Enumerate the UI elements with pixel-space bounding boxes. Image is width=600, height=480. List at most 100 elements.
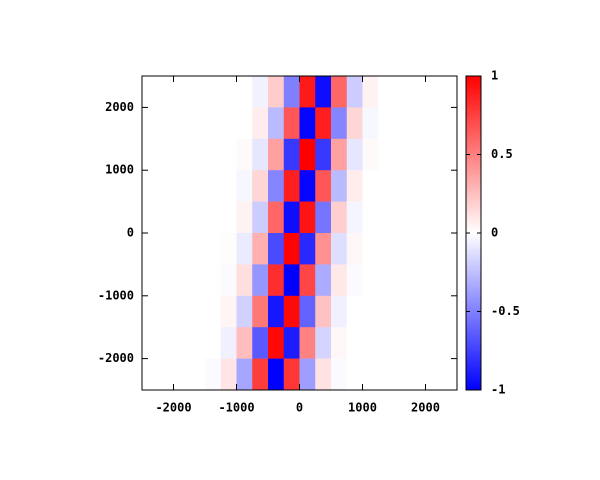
heat-cell (142, 327, 159, 359)
heat-cell (378, 358, 395, 390)
colorbar-tick-label: 1 (491, 69, 498, 83)
heat-cell (378, 170, 395, 202)
heat-cell (173, 327, 190, 359)
heat-cell (268, 201, 285, 234)
heat-cell (425, 358, 442, 390)
heat-cell (157, 76, 174, 108)
heat-cell (220, 76, 237, 108)
heat-cell (299, 264, 316, 297)
heat-cell (299, 327, 316, 359)
heat-cell (346, 107, 363, 140)
heat-cell (236, 358, 253, 390)
heat-cell (362, 201, 379, 234)
heat-cell (315, 264, 332, 297)
y-tick-label: 2000 (105, 100, 134, 114)
heat-cell (378, 264, 395, 297)
heat-cell (205, 295, 222, 328)
heat-cell (315, 233, 332, 265)
heat-cell (173, 295, 190, 328)
heat-cell (315, 76, 332, 108)
heat-cell (173, 358, 190, 390)
heat-cell (362, 138, 379, 171)
heat-cell (409, 264, 426, 297)
heat-cell (299, 76, 316, 108)
heat-cell (157, 327, 174, 359)
x-tick-label: 2000 (411, 401, 440, 415)
heat-cell (346, 327, 363, 359)
heat-cell (346, 76, 363, 108)
heat-cell (173, 76, 190, 108)
heat-cell (394, 107, 411, 140)
heat-cell (394, 233, 411, 265)
heat-cell (331, 327, 348, 359)
heat-cell (205, 201, 222, 234)
heat-cell (394, 358, 411, 390)
heat-cell (441, 327, 457, 359)
heat-cell (220, 327, 237, 359)
heat-cell (394, 295, 411, 328)
heat-cell (173, 138, 190, 171)
heat-cell (378, 138, 395, 171)
heatmap (142, 76, 457, 390)
heat-cell (189, 327, 206, 359)
heat-cell (236, 264, 253, 297)
heat-cell (299, 138, 316, 171)
heat-cell (220, 358, 237, 390)
heat-cell (142, 201, 159, 234)
heat-cell (409, 76, 426, 108)
heat-cell (441, 295, 457, 328)
colorbar-tick-label: 0.5 (491, 147, 513, 161)
heat-cell (236, 201, 253, 234)
heat-cell (205, 170, 222, 202)
heat-cell (362, 295, 379, 328)
heat-cell (409, 107, 426, 140)
heat-cell (346, 264, 363, 297)
heat-cell (378, 233, 395, 265)
heat-cell (394, 138, 411, 171)
heat-cell (425, 107, 442, 140)
heat-cell (394, 327, 411, 359)
heat-cell (409, 295, 426, 328)
heat-cell (142, 138, 159, 171)
heat-cell (441, 264, 457, 297)
heat-cell (409, 170, 426, 202)
heat-cell (394, 201, 411, 234)
heat-cell (268, 327, 285, 359)
heat-cell (299, 233, 316, 265)
heat-cell (378, 201, 395, 234)
heat-cell (157, 201, 174, 234)
heat-cell (315, 327, 332, 359)
heat-cell (283, 264, 300, 297)
colorbar-tick-label: 0 (491, 226, 498, 240)
heat-cell (331, 358, 348, 390)
heat-cell (157, 295, 174, 328)
heat-cell (441, 138, 457, 171)
heat-cell (409, 327, 426, 359)
heat-cell (236, 233, 253, 265)
heat-cell (331, 107, 348, 140)
heat-cell (252, 358, 269, 390)
heat-cell (425, 327, 442, 359)
heat-cell (283, 107, 300, 140)
heat-cell (283, 201, 300, 234)
heat-cell (220, 201, 237, 234)
heat-cell (142, 295, 159, 328)
heat-cell (331, 76, 348, 108)
heat-cell (189, 233, 206, 265)
heat-cell (331, 295, 348, 328)
heat-cell (173, 201, 190, 234)
heat-cell (362, 327, 379, 359)
heat-cell (220, 138, 237, 171)
heat-cell (346, 138, 363, 171)
heat-cell (252, 107, 269, 140)
colorbar-tick-label: -1 (491, 383, 505, 397)
heat-cell (252, 138, 269, 171)
heat-cell (252, 295, 269, 328)
heat-cell (205, 76, 222, 108)
heat-cell (315, 295, 332, 328)
heat-cell (189, 358, 206, 390)
heat-cell (441, 170, 457, 202)
heat-cell (157, 107, 174, 140)
heat-cell (142, 170, 159, 202)
heat-cell (220, 107, 237, 140)
